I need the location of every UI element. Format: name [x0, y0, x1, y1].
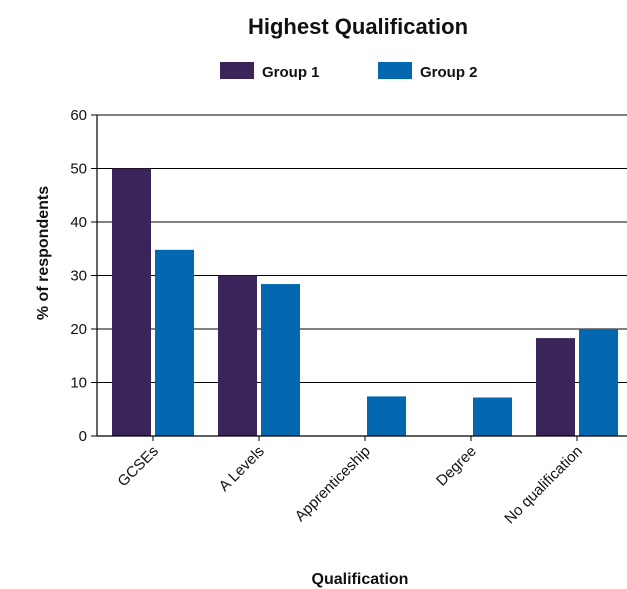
- legend: Group 1 Group 2: [220, 62, 478, 81]
- legend-swatch-group-2: [378, 62, 412, 79]
- chart-title: Highest Qualification: [248, 14, 468, 39]
- y-tick-label: 40: [70, 214, 87, 231]
- x-tick-labels: GCSEs A Levels Apprenticeship Degree No qual…: [114, 443, 585, 528]
- bar-group-2-gcses: [155, 249, 194, 436]
- y-tick-label: 0: [79, 428, 87, 445]
- y-tick-label: 10: [70, 375, 87, 392]
- bar-group-2-apprenticeship: [367, 396, 406, 436]
- bar-group-1-no-qualification: [536, 338, 575, 436]
- bar-group-2-degree: [473, 397, 512, 436]
- axes: [91, 114, 627, 441]
- x-axis-label: Qualification: [312, 571, 409, 588]
- y-tick-labels: 0 10 20 30 40 50 60: [70, 107, 87, 445]
- y-tick-label: 20: [70, 321, 87, 338]
- legend-label-group-1: Group 1: [262, 64, 320, 81]
- bar-group-1-a-levels: [218, 275, 257, 436]
- y-tick-label: 50: [70, 161, 87, 178]
- x-tick-label: GCSEs: [114, 443, 161, 490]
- y-tick-label: 60: [70, 107, 87, 124]
- legend-label-group-2: Group 2: [420, 64, 478, 81]
- x-tick-label: A Levels: [216, 443, 268, 495]
- y-axis-label: % of respondents: [35, 186, 52, 320]
- bars: [112, 168, 618, 436]
- x-tick-label: Degree: [433, 443, 480, 490]
- x-tick-label: No qualification: [501, 443, 586, 528]
- x-tick-label: Apprenticeship: [292, 443, 374, 525]
- bar-group-1-gcses: [112, 168, 151, 436]
- legend-swatch-group-1: [220, 62, 254, 79]
- bar-group-2-no-qualification: [579, 329, 618, 436]
- y-tick-label: 30: [70, 268, 87, 285]
- bar-group-2-a-levels: [261, 284, 300, 436]
